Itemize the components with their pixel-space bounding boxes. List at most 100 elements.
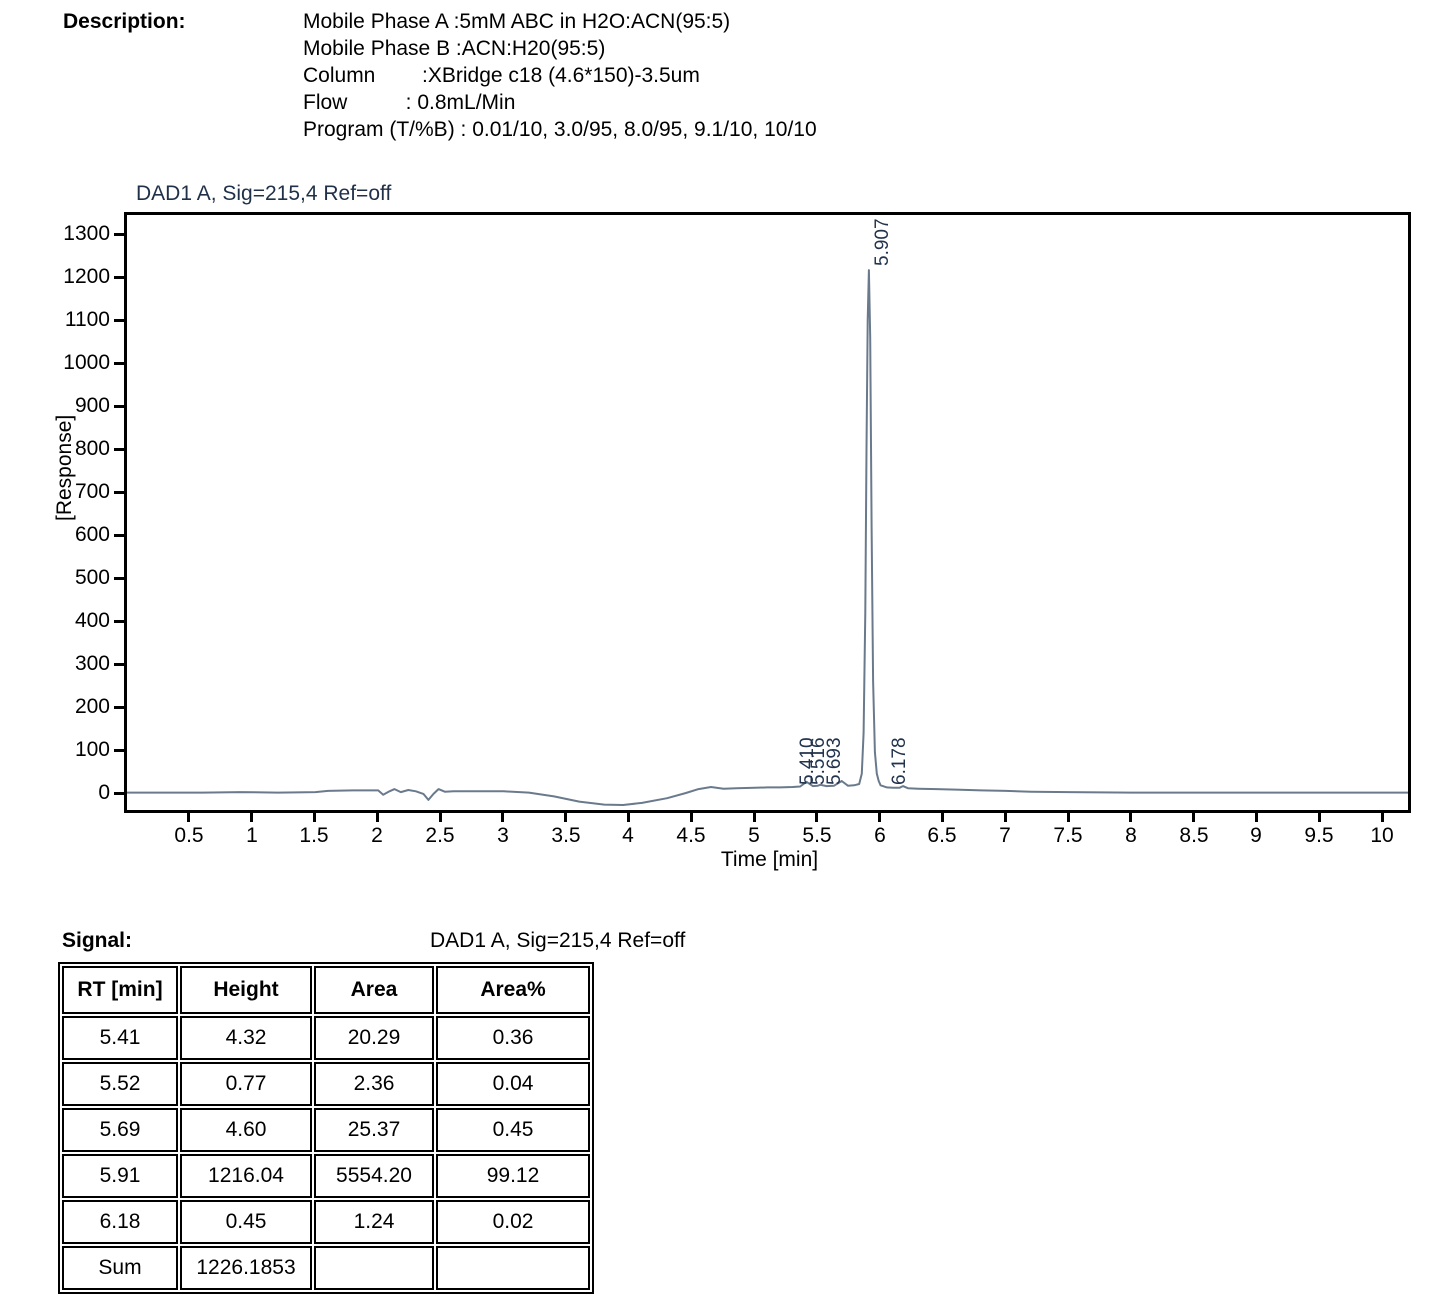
- cell-height: 0.77: [180, 1062, 312, 1106]
- x-tick-mark: [376, 813, 379, 822]
- peak-label: 5.693: [824, 737, 845, 785]
- cell-rt: 5.69: [62, 1108, 178, 1152]
- y-tick-mark: [114, 663, 124, 666]
- cell-rt: 6.18: [62, 1200, 178, 1244]
- y-axis-label: [Response]: [53, 414, 76, 521]
- x-tick-mark: [1192, 813, 1195, 822]
- table-header-row: RT [min] Height Area Area%: [62, 966, 590, 1014]
- x-tick-mark: [753, 813, 756, 822]
- x-tick-mark: [1129, 813, 1132, 822]
- y-tick-mark: [114, 749, 124, 752]
- y-tick-mark: [114, 620, 124, 623]
- x-tick-label: 7.5: [1053, 824, 1083, 847]
- x-tick-mark: [878, 813, 881, 822]
- x-tick-mark: [627, 813, 630, 822]
- y-tick-mark: [114, 577, 124, 580]
- table-row: 5.52 0.77 2.36 0.04: [62, 1062, 590, 1106]
- x-tick-label: 1.5: [299, 824, 329, 847]
- peak-label: 5.907: [872, 218, 893, 266]
- x-tick-mark: [1255, 813, 1258, 822]
- x-tick-mark: [250, 813, 253, 822]
- cell-height: 4.32: [180, 1016, 312, 1060]
- header-rt: RT [min]: [62, 966, 178, 1014]
- x-tick-mark: [1004, 813, 1007, 822]
- x-tick-mark: [313, 813, 316, 822]
- cell-sum-area: [314, 1246, 434, 1290]
- cell-area-pct: 0.04: [436, 1062, 590, 1106]
- cell-area: 1.24: [314, 1200, 434, 1244]
- x-tick-mark: [1067, 813, 1070, 822]
- y-tick-label: 1000: [63, 351, 110, 374]
- x-tick-mark: [501, 813, 504, 822]
- cell-height: 1216.04: [180, 1154, 312, 1198]
- table-row: 5.91 1216.04 5554.20 99.12: [62, 1154, 590, 1198]
- y-tick-label: 200: [74, 695, 110, 718]
- cell-area-pct: 0.45: [436, 1108, 590, 1152]
- peak-label: 6.178: [889, 737, 910, 785]
- cell-rt: 5.52: [62, 1062, 178, 1106]
- y-tick-mark: [114, 792, 124, 795]
- description-label: Description:: [63, 10, 186, 33]
- y-tick-mark: [114, 448, 124, 451]
- x-tick-label: 8.5: [1179, 824, 1209, 847]
- y-tick-mark: [114, 534, 124, 537]
- y-tick-label: 300: [74, 652, 110, 675]
- cell-area: 20.29: [314, 1016, 434, 1060]
- y-tick-label: 100: [74, 738, 110, 761]
- y-tick-label: 1100: [64, 308, 110, 331]
- y-tick-label: 600: [74, 523, 110, 546]
- x-tick-label: 3: [497, 824, 509, 847]
- y-tick-label: 0: [98, 781, 110, 804]
- x-tick-label: 3.5: [551, 824, 581, 847]
- cell-rt: 5.91: [62, 1154, 178, 1198]
- x-tick-label: 8: [1125, 824, 1137, 847]
- y-tick-label: 1200: [63, 265, 110, 288]
- y-tick-label: 700: [74, 480, 110, 503]
- cell-sum-height: 1226.1853: [180, 1246, 312, 1290]
- x-tick-mark: [941, 813, 944, 822]
- x-tick-mark: [1381, 813, 1384, 822]
- signal-label: Signal:: [62, 929, 133, 952]
- signal-value: DAD1 A, Sig=215,4 Ref=off: [430, 929, 686, 952]
- cell-area-pct: 99.12: [436, 1154, 590, 1198]
- cell-height: 0.45: [180, 1200, 312, 1244]
- x-tick-label: 6: [874, 824, 886, 847]
- chromatogram-curve: [127, 269, 1408, 806]
- description-line-program: Program (T/%B) : 0.01/10, 3.0/95, 8.0/95…: [303, 118, 817, 141]
- x-tick-label: 0.5: [174, 824, 204, 847]
- y-tick-mark: [114, 405, 124, 408]
- x-tick-mark: [1318, 813, 1321, 822]
- cell-area: 2.36: [314, 1062, 434, 1106]
- y-tick-mark: [114, 276, 124, 279]
- x-tick-label: 2.5: [425, 824, 455, 847]
- cell-area: 5554.20: [314, 1154, 434, 1198]
- x-tick-mark: [564, 813, 567, 822]
- cell-area: 25.37: [314, 1108, 434, 1152]
- x-tick-mark: [187, 813, 190, 822]
- y-tick-label: 400: [74, 609, 110, 632]
- table-row: 5.41 4.32 20.29 0.36: [62, 1016, 590, 1060]
- plot-area: [124, 212, 1411, 813]
- header-area-pct: Area%: [436, 966, 590, 1014]
- y-tick-label: 800: [74, 437, 110, 460]
- cell-height: 4.60: [180, 1108, 312, 1152]
- description-line-flow: Flow : 0.8mL/Min: [303, 91, 516, 114]
- x-tick-label: 2: [371, 824, 383, 847]
- x-axis-label: Time [min]: [720, 848, 819, 871]
- y-tick-mark: [114, 233, 124, 236]
- y-tick-label: 1300: [63, 222, 110, 245]
- description-block: Mobile Phase A :5mM ABC in H2O:ACN(95:5)…: [303, 8, 817, 143]
- signal-trace: [127, 269, 1408, 806]
- x-tick-label: 6.5: [927, 824, 957, 847]
- x-tick-label: 7: [999, 824, 1011, 847]
- x-tick-label: 1: [246, 824, 258, 847]
- cell-sum-area-pct: [436, 1246, 590, 1290]
- cell-area-pct: 0.02: [436, 1200, 590, 1244]
- description-line-mobile-phase-a: Mobile Phase A :5mM ABC in H2O:ACN(95:5): [303, 10, 731, 33]
- y-tick-label: 500: [74, 566, 110, 589]
- description-line-column: Column :XBridge c18 (4.6*150)-3.5um: [303, 64, 700, 87]
- y-tick-label: 900: [74, 394, 110, 417]
- table-row: 5.69 4.60 25.37 0.45: [62, 1108, 590, 1152]
- x-tick-label: 4.5: [676, 824, 706, 847]
